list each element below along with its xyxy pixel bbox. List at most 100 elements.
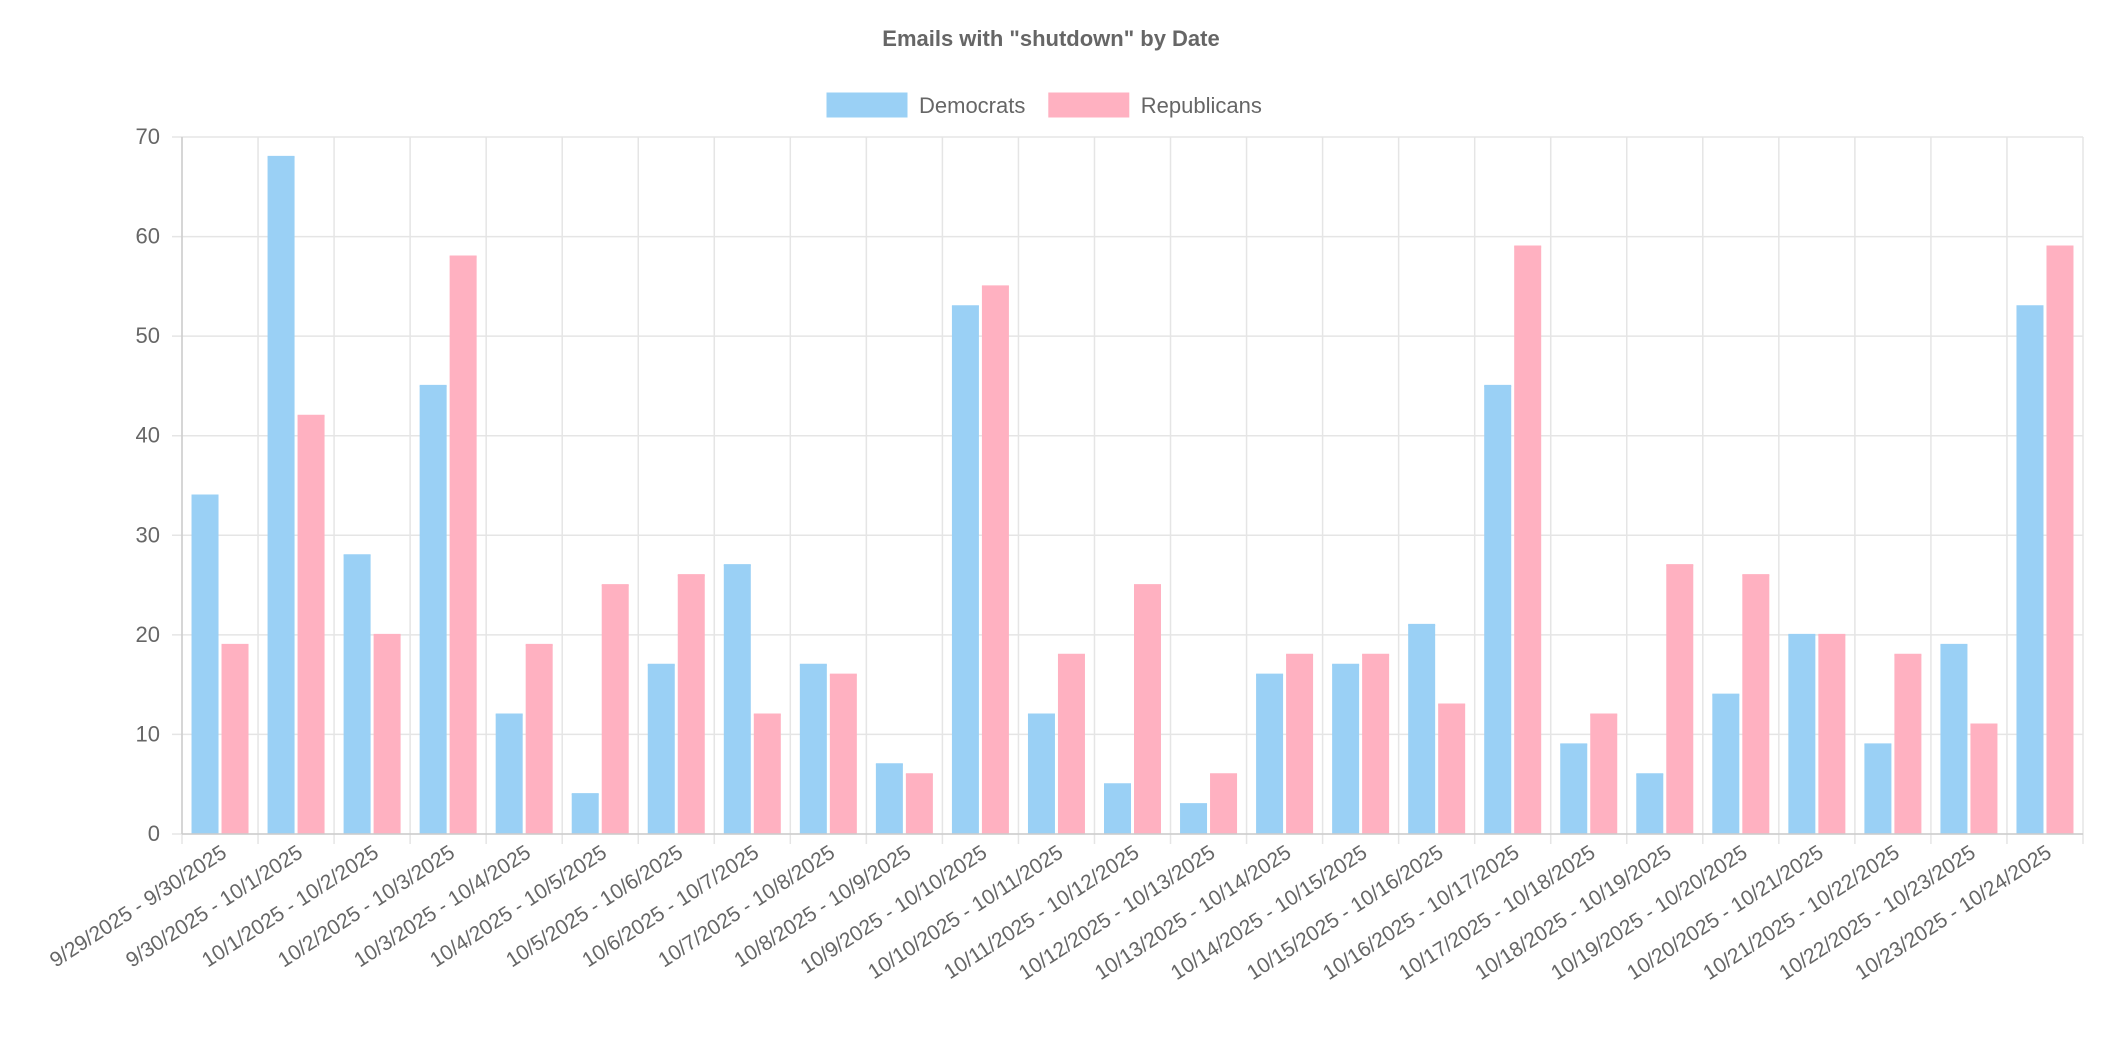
bar[interactable] <box>1180 803 1208 834</box>
bars <box>191 155 2074 834</box>
bar[interactable] <box>1514 245 1542 834</box>
bar[interactable] <box>647 663 675 834</box>
bar-fill <box>297 415 325 834</box>
bar[interactable] <box>1894 653 1922 834</box>
bar[interactable] <box>829 673 857 834</box>
bar-fill <box>1666 565 1694 834</box>
bar[interactable] <box>191 494 219 834</box>
bar-fill <box>571 794 599 834</box>
bar[interactable] <box>1940 643 1968 834</box>
bar-fill <box>723 565 751 834</box>
bar[interactable] <box>875 763 903 834</box>
legend-item[interactable]: Democrats <box>826 92 1025 118</box>
bar[interactable] <box>2046 245 2074 834</box>
bar[interactable] <box>1210 773 1238 834</box>
bar[interactable] <box>1742 574 1770 834</box>
bar[interactable] <box>1712 693 1740 834</box>
bar-fill <box>1027 714 1055 834</box>
bar-fill <box>647 664 675 834</box>
legend-label: Republicans <box>1141 93 1262 118</box>
y-tick-label: 70 <box>136 124 160 149</box>
bar[interactable] <box>1286 653 1314 834</box>
bar[interactable] <box>495 713 523 834</box>
bar[interactable] <box>799 663 827 834</box>
y-axis-ticks: 0 10 20 30 40 50 60 70 <box>136 124 160 846</box>
bar-fill <box>1940 644 1968 834</box>
bar-fill <box>419 385 447 834</box>
bar-fill <box>1134 585 1161 834</box>
bar[interactable] <box>1104 783 1131 834</box>
bar-fill <box>373 634 401 834</box>
bar[interactable] <box>723 564 751 834</box>
bar[interactable] <box>981 285 1009 834</box>
bar[interactable] <box>1362 653 1390 834</box>
bar[interactable] <box>267 155 295 834</box>
bar-fill <box>1408 624 1436 834</box>
bar[interactable] <box>1057 653 1085 834</box>
bar[interactable] <box>1256 673 1284 834</box>
bar[interactable] <box>1636 773 1664 834</box>
bar-fill <box>1210 774 1238 834</box>
bar-fill <box>1742 575 1770 834</box>
axes <box>181 137 2083 835</box>
bar-fill <box>951 306 979 834</box>
bar[interactable] <box>1970 723 1998 834</box>
bar[interactable] <box>1438 703 1466 834</box>
bar[interactable] <box>1027 713 1055 834</box>
bar-fill <box>875 764 903 834</box>
chart-title: Emails with "shutdown" by Date <box>882 26 1219 51</box>
bar[interactable] <box>601 584 629 834</box>
bar[interactable] <box>419 384 447 834</box>
bar-fill <box>525 644 553 834</box>
y-tick-label: 60 <box>136 224 160 249</box>
bar[interactable] <box>1484 384 1512 834</box>
bar-fill <box>1788 634 1816 834</box>
bar[interactable] <box>1332 663 1360 834</box>
bar-fill <box>601 585 629 834</box>
bar-fill <box>1104 784 1131 834</box>
bar[interactable] <box>677 574 705 834</box>
bar-fill <box>343 555 371 834</box>
bar[interactable] <box>571 793 599 834</box>
legend-swatch <box>1048 92 1130 118</box>
bar[interactable] <box>2016 305 2044 834</box>
bar[interactable] <box>1134 584 1161 834</box>
bar[interactable] <box>297 414 325 834</box>
y-tick-label: 0 <box>148 821 160 846</box>
bar[interactable] <box>449 255 477 834</box>
bar-fill <box>2046 246 2074 834</box>
bar[interactable] <box>1864 743 1892 834</box>
bar-fill <box>1256 674 1284 834</box>
legend-item[interactable]: Republicans <box>1048 92 1262 118</box>
legend: Democrats Republicans <box>826 92 1262 118</box>
bar[interactable] <box>221 643 249 834</box>
bar-fill <box>1818 634 1846 834</box>
bar[interactable] <box>753 713 781 834</box>
bar-fill <box>1894 654 1922 834</box>
legend-label: Democrats <box>919 93 1025 118</box>
bar[interactable] <box>1666 564 1694 834</box>
bar-fill <box>677 575 705 834</box>
legend-swatch <box>826 92 908 118</box>
bar-fill <box>1362 654 1390 834</box>
bar[interactable] <box>373 633 401 834</box>
bar[interactable] <box>1590 713 1618 834</box>
bar-fill <box>1286 654 1314 834</box>
y-tick-label: 40 <box>136 423 160 448</box>
bar-fill <box>1636 774 1664 834</box>
y-tick-label: 50 <box>136 323 160 348</box>
bar[interactable] <box>343 554 371 834</box>
bar[interactable] <box>1788 633 1816 834</box>
bar[interactable] <box>905 773 933 834</box>
y-tick-label: 20 <box>136 622 160 647</box>
bar[interactable] <box>1560 743 1588 834</box>
bar[interactable] <box>1408 623 1436 834</box>
bar-fill <box>1180 804 1208 834</box>
bar[interactable] <box>951 305 979 834</box>
bar-fill <box>1438 704 1466 834</box>
bar[interactable] <box>1818 633 1846 834</box>
bar[interactable] <box>525 643 553 834</box>
bar-fill <box>905 774 933 834</box>
